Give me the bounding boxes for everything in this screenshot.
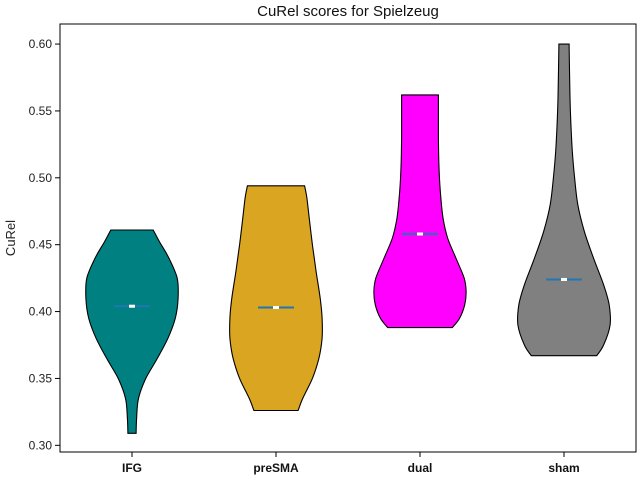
x-tick-label-presma: preSMA — [253, 461, 299, 475]
y-axis: 0.30 0.35 0.40 0.45 0.50 0.55 0.60 — [29, 37, 60, 452]
y-tick-label: 0.40 — [29, 305, 53, 319]
y-tick-label: 0.55 — [29, 104, 53, 118]
y-tick-label: 0.45 — [29, 238, 53, 252]
y-axis-label: CuRel — [3, 220, 18, 256]
x-tick-label-ifg: IFG — [122, 461, 142, 475]
y-tick-label: 0.60 — [29, 37, 53, 51]
y-tick-label: 0.30 — [29, 438, 53, 452]
median-dot-presma — [273, 306, 279, 310]
violin-sham — [516, 43, 612, 357]
violin-dual — [373, 94, 467, 329]
chart-title: CuRel scores for Spielzeug — [257, 3, 439, 20]
median-dot-sham — [561, 277, 567, 281]
y-tick-label: 0.35 — [29, 371, 53, 385]
violin-ifg — [85, 229, 179, 434]
x-tick-label-sham: sham — [548, 461, 579, 475]
median-dot-ifg — [129, 304, 135, 308]
x-axis: IFG preSMA dual sham — [122, 452, 580, 475]
y-tick-label: 0.50 — [29, 171, 53, 185]
plot-frame — [59, 23, 637, 453]
violin-presma — [229, 185, 323, 412]
median-dot-dual — [417, 232, 423, 236]
x-tick-label-dual: dual — [408, 461, 433, 475]
violin-layer — [85, 43, 612, 434]
